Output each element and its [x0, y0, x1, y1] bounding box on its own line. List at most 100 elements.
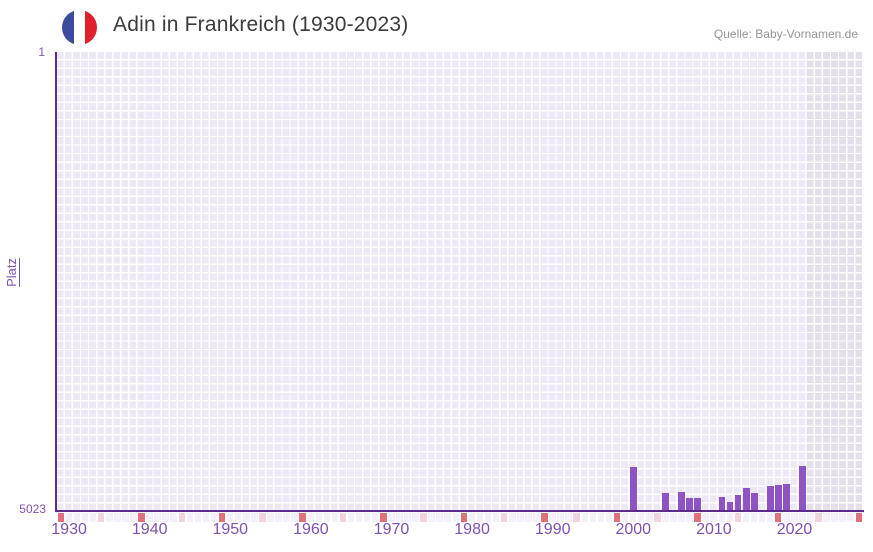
- x-axis-labels: 1930 1940 1950 1960 1970 1980 1990 2000 2010 2020: [0, 521, 873, 545]
- flag-stripe-red: [85, 10, 97, 45]
- rank-bar-2013[interactable]: [734, 495, 742, 510]
- below-axis-cell-2028: [855, 513, 863, 522]
- below-axis-cell-1973: [412, 513, 419, 522]
- below-axis-cell-2014: [742, 513, 750, 522]
- rank-bar-2017[interactable]: [766, 486, 774, 510]
- rank-bar-2015[interactable]: [750, 492, 758, 510]
- below-axis-marks-strip: [57, 513, 863, 522]
- below-axis-cell-1979: [460, 513, 468, 522]
- y-axis-label-link[interactable]: Platz: [4, 258, 19, 287]
- flag-stripe-blue: [62, 10, 74, 45]
- rank-bar-2000[interactable]: [629, 466, 637, 510]
- rank-bar-2021[interactable]: [799, 465, 806, 510]
- below-axis-cell-2025: [831, 513, 838, 522]
- y-axis-tick-top: 1: [38, 45, 45, 59]
- rank-bar-2007[interactable]: [686, 497, 694, 510]
- below-axis-cell-1985: [508, 513, 516, 522]
- below-axis-cell-1970: [388, 513, 395, 522]
- below-axis-cell-1938: [130, 513, 137, 522]
- below-axis-cell-1971: [396, 513, 403, 522]
- below-axis-cell-2009: [702, 513, 709, 522]
- below-axis-cell-1995: [589, 513, 597, 522]
- below-axis-cell-1948: [210, 513, 218, 522]
- below-axis-cell-1960: [307, 513, 314, 522]
- below-axis-cell-1975: [428, 513, 435, 522]
- below-axis-cell-1986: [517, 513, 524, 522]
- below-axis-cell-1959: [299, 513, 306, 522]
- below-axis-cell-1965: [347, 513, 355, 522]
- no-data-region: [806, 52, 863, 510]
- below-axis-cell-2004: [662, 513, 669, 522]
- below-axis-cell-2017: [766, 513, 774, 522]
- below-axis-cell-2023: [815, 513, 822, 522]
- rank-bar-2018[interactable]: [774, 485, 782, 510]
- below-axis-cell-1998: [613, 513, 621, 522]
- below-axis-cell-2016: [758, 513, 766, 522]
- below-axis-cell-2021: [799, 513, 806, 522]
- below-axis-cell-1982: [484, 513, 492, 522]
- x-axis-tick-1990: 1990: [534, 521, 571, 538]
- below-axis-cell-1952: [242, 513, 250, 522]
- france-flag-icon: [62, 10, 97, 45]
- below-axis-cell-1942: [162, 513, 169, 522]
- below-axis-cell-1937: [122, 513, 129, 522]
- below-axis-cell-1964: [339, 513, 347, 522]
- below-axis-cell-1996: [597, 513, 605, 522]
- below-axis-cell-2001: [637, 513, 645, 522]
- rank-bar-2008[interactable]: [694, 497, 702, 510]
- x-axis-tick-1970: 1970: [373, 521, 410, 538]
- below-axis-cell-2020: [791, 513, 798, 522]
- below-axis-cell-1929: [57, 513, 65, 522]
- below-axis-cell-1969: [380, 513, 387, 522]
- below-axis-cell-2007: [686, 513, 693, 522]
- below-axis-cell-1989: [541, 513, 548, 522]
- below-axis-cell-2019: [783, 513, 790, 522]
- below-axis-cell-1950: [226, 513, 234, 522]
- below-axis-cell-1958: [291, 513, 298, 522]
- rank-bar-2014[interactable]: [742, 487, 750, 510]
- plot-grid-background: [57, 52, 863, 510]
- below-axis-cell-1944: [178, 513, 186, 522]
- x-axis-tick-1950: 1950: [212, 521, 249, 538]
- below-axis-cell-2002: [645, 513, 653, 522]
- rank-bar-2019[interactable]: [783, 484, 790, 510]
- below-axis-cell-1955: [267, 513, 274, 522]
- y-axis-line: [55, 52, 57, 512]
- below-axis-cell-1934: [97, 513, 105, 522]
- below-axis-cell-1990: [549, 513, 556, 522]
- below-axis-cell-2011: [718, 513, 726, 522]
- below-axis-cell-1951: [234, 513, 242, 522]
- below-axis-cell-1994: [581, 513, 589, 522]
- below-axis-cell-1972: [404, 513, 411, 522]
- below-axis-cell-1976: [436, 513, 443, 522]
- below-axis-cell-1991: [557, 513, 564, 522]
- below-axis-cell-1993: [573, 513, 580, 522]
- below-axis-cell-1930: [65, 513, 73, 522]
- below-axis-cell-1957: [283, 513, 290, 522]
- y-axis-tick-bottom: 5023: [19, 502, 46, 516]
- below-axis-cell-1941: [154, 513, 161, 522]
- below-axis-cell-2003: [654, 513, 661, 522]
- plot-area: [55, 52, 864, 512]
- below-axis-cell-2013: [734, 513, 742, 522]
- rank-bar-2011[interactable]: [718, 497, 726, 510]
- chart-title: Adin in Frankreich (1930-2023): [113, 13, 409, 36]
- rank-bar-2006[interactable]: [678, 491, 686, 510]
- below-axis-cell-1992: [565, 513, 572, 522]
- below-axis-cell-1981: [476, 513, 484, 522]
- rank-bar-2012[interactable]: [726, 501, 734, 510]
- below-axis-cell-2018: [774, 513, 782, 522]
- below-axis-cell-2027: [847, 513, 855, 522]
- x-axis-tick-1960: 1960: [293, 521, 329, 538]
- rank-bar-2004[interactable]: [662, 492, 669, 510]
- below-axis-cell-1939: [138, 513, 145, 522]
- below-axis-cell-2008: [694, 513, 701, 522]
- below-axis-cell-1936: [114, 513, 121, 522]
- below-axis-cell-1940: [146, 513, 153, 522]
- x-axis-tick-2010: 2010: [696, 521, 732, 538]
- below-axis-cell-1947: [202, 513, 210, 522]
- below-axis-cell-1962: [323, 513, 331, 522]
- below-axis-cell-1933: [89, 513, 97, 522]
- below-axis-cell-2022: [807, 513, 814, 522]
